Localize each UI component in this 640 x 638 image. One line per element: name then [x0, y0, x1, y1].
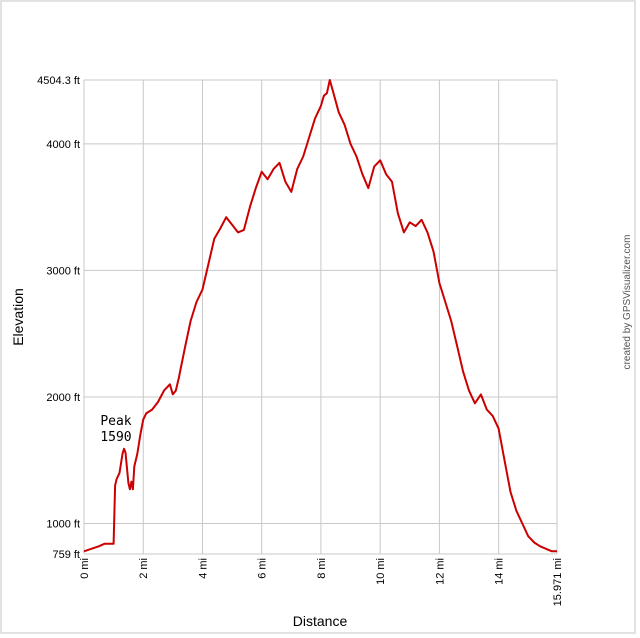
x-tick-label: 15.971 mi: [552, 558, 564, 606]
y-axis-label: Elevation: [10, 288, 26, 346]
x-tick-label: 10 mi: [375, 558, 387, 585]
vertical-gridlines: [83, 80, 558, 554]
x-tick-labels: 0 mi 2 mi 4 mi 6 mi 8 mi 10 mi 12 mi 14 mi 15.97…: [79, 558, 564, 606]
y-tick-label: 3000 ft: [46, 265, 80, 277]
x-tick-label: 2 mi: [138, 558, 150, 579]
y-tick-labels: 759 ft 1000 ft 2000 ft 3000 ft 4000 ft 4504.3…: [37, 75, 80, 561]
y-tick-label: 759 ft: [52, 549, 80, 561]
x-tick-label: 14 mi: [494, 558, 506, 585]
peak-annotation-value: 1590: [100, 430, 131, 445]
x-axis-label: Distance: [293, 613, 348, 629]
x-tick-label: 6 mi: [257, 558, 269, 579]
y-tick-label: 4000 ft: [46, 139, 80, 151]
y-tick-label: 2000 ft: [46, 392, 80, 404]
x-tick-label: 4 mi: [197, 558, 209, 579]
x-tick-label: 8 mi: [316, 558, 328, 579]
peak-annotation-label: Peak: [100, 414, 131, 429]
x-tick-label: 12 mi: [434, 558, 446, 585]
x-tick-label: 0 mi: [79, 558, 91, 579]
credit-text: created by GPSVisualizer.com: [622, 235, 633, 370]
y-tick-label: 4504.3 ft: [37, 75, 80, 87]
y-tick-label: 1000 ft: [46, 518, 80, 530]
elevation-line: [83, 79, 557, 553]
